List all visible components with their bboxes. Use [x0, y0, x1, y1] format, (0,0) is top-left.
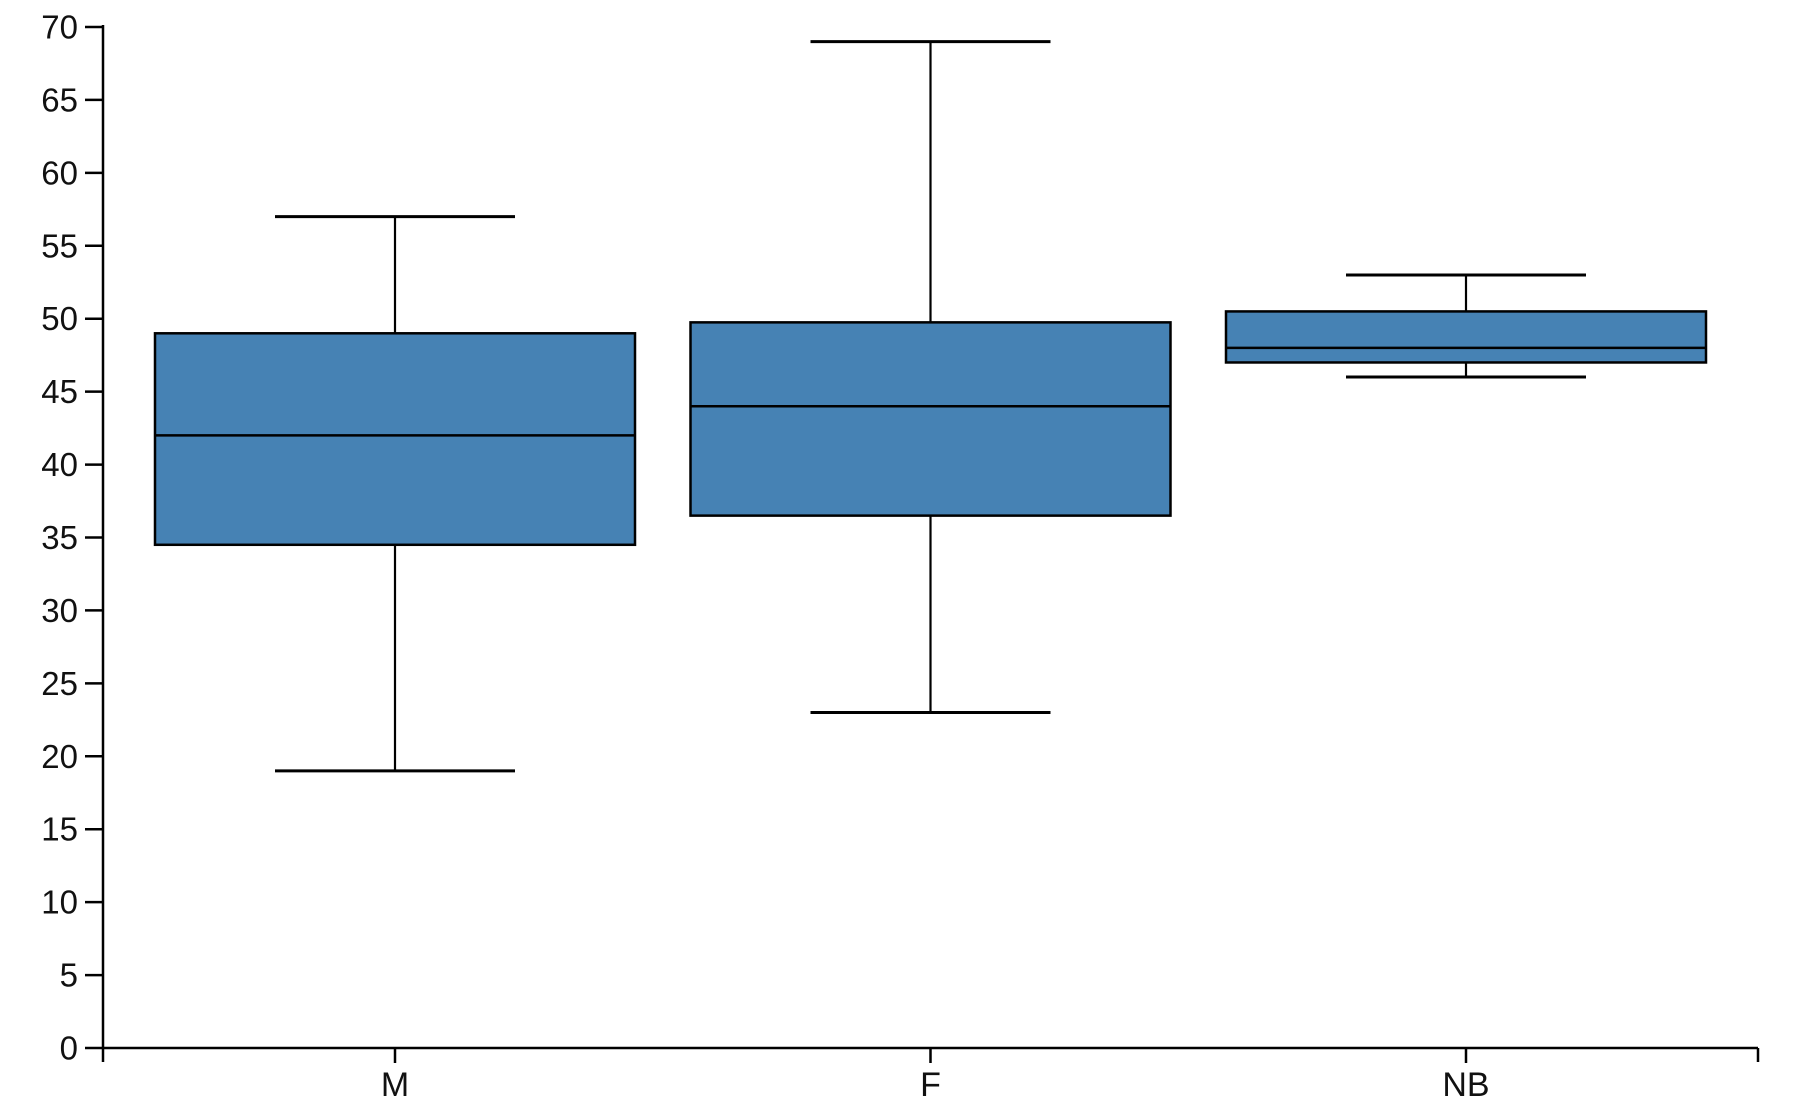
- x-axis-category-label: F: [920, 1066, 941, 1100]
- y-axis-tick-label: 25: [41, 665, 78, 702]
- y-axis-tick-label: 30: [41, 592, 78, 629]
- iqr-box: [689, 321, 1172, 517]
- y-axis-tick-label: 0: [60, 1030, 78, 1067]
- y-axis-tick-label: 55: [41, 227, 78, 264]
- y-axis-tick-label: 50: [41, 300, 78, 337]
- x-axis-category-label: NB: [1442, 1066, 1489, 1100]
- y-axis-tick-label: 20: [41, 738, 78, 775]
- x-axis-category-label: M: [381, 1066, 409, 1100]
- iqr-box: [153, 332, 637, 547]
- y-axis-tick-label: 70: [41, 9, 78, 46]
- iqr-box: [1224, 310, 1708, 364]
- y-axis-tick-label: 45: [41, 373, 78, 410]
- y-axis-tick-label: 35: [41, 519, 78, 556]
- y-axis-tick-label: 40: [41, 446, 78, 483]
- y-axis-tick-label: 10: [41, 884, 78, 921]
- y-axis-tick-label: 65: [41, 81, 78, 118]
- y-axis-tick-label: 5: [60, 957, 78, 994]
- y-axis-tick-label: 15: [41, 811, 78, 848]
- y-axis-tick-label: 60: [41, 154, 78, 191]
